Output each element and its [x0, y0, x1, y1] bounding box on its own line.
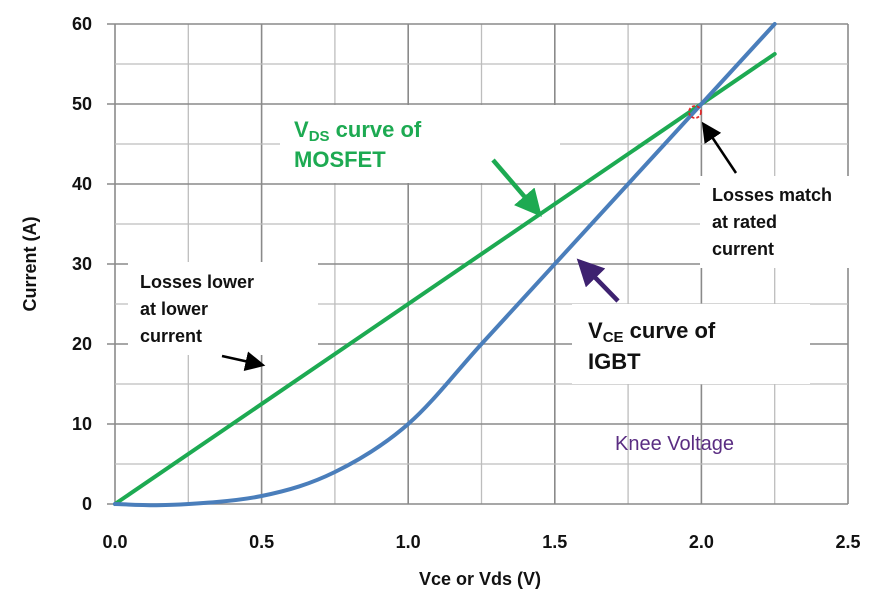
- y-tick-label: 50: [72, 94, 92, 114]
- y-tick-label: 30: [72, 254, 92, 274]
- igbt-vce-curve: [113, 22, 777, 508]
- grid: [107, 23, 849, 505]
- y-axis-label: Current (A): [20, 217, 40, 312]
- igbt-label-bg: [572, 304, 810, 384]
- x-tick-label: 1.0: [396, 532, 421, 552]
- x-tick-label: 0.0: [102, 532, 127, 552]
- igbt-label-line1: VCE curve of: [588, 318, 716, 346]
- mosfet-arrow: [491, 158, 542, 217]
- y-tick-label: 10: [72, 414, 92, 434]
- mosfet-label-line2: MOSFET: [294, 147, 386, 172]
- match-label-line3: current: [712, 239, 774, 259]
- mosfet-vds-line: [113, 52, 777, 506]
- match-label-line2: at rated: [712, 212, 777, 232]
- x-tick-label: 2.5: [835, 532, 860, 552]
- label-backgrounds: [128, 105, 850, 384]
- lower-arrow: [221, 351, 266, 372]
- mosfet-label-bg: [280, 105, 560, 183]
- lower-label-line1: Losses lower: [140, 272, 254, 292]
- y-tick-label: 20: [72, 334, 92, 354]
- knee-voltage-label: Knee Voltage: [615, 433, 734, 455]
- lower-label-bg: [128, 262, 318, 355]
- lower-label-line3: current: [140, 326, 202, 346]
- match-label-line1: Losses match: [712, 185, 832, 205]
- match-arrow: [701, 121, 738, 174]
- igbt-label-line2: IGBT: [588, 349, 641, 374]
- ticks: 0.0 0.5 1.0 1.5 2.0 2.5 0 10 20 30 40 50 60: [72, 14, 861, 552]
- lower-label-line2: at lower: [140, 299, 208, 319]
- igbt-arrow: [576, 258, 620, 303]
- y-tick-label: 60: [72, 14, 92, 34]
- y-tick-label: 40: [72, 174, 92, 194]
- x-tick-label: 0.5: [249, 532, 274, 552]
- x-axis-label: Vce or Vds (V): [419, 569, 541, 589]
- series: [113, 22, 777, 508]
- match-label-bg: [700, 176, 850, 268]
- mosfet-label-line1: VDS curve of: [294, 117, 422, 145]
- x-tick-label: 2.0: [689, 532, 714, 552]
- intersection-marker: [688, 105, 702, 119]
- y-tick-label: 0: [82, 494, 92, 514]
- x-tick-label: 1.5: [542, 532, 567, 552]
